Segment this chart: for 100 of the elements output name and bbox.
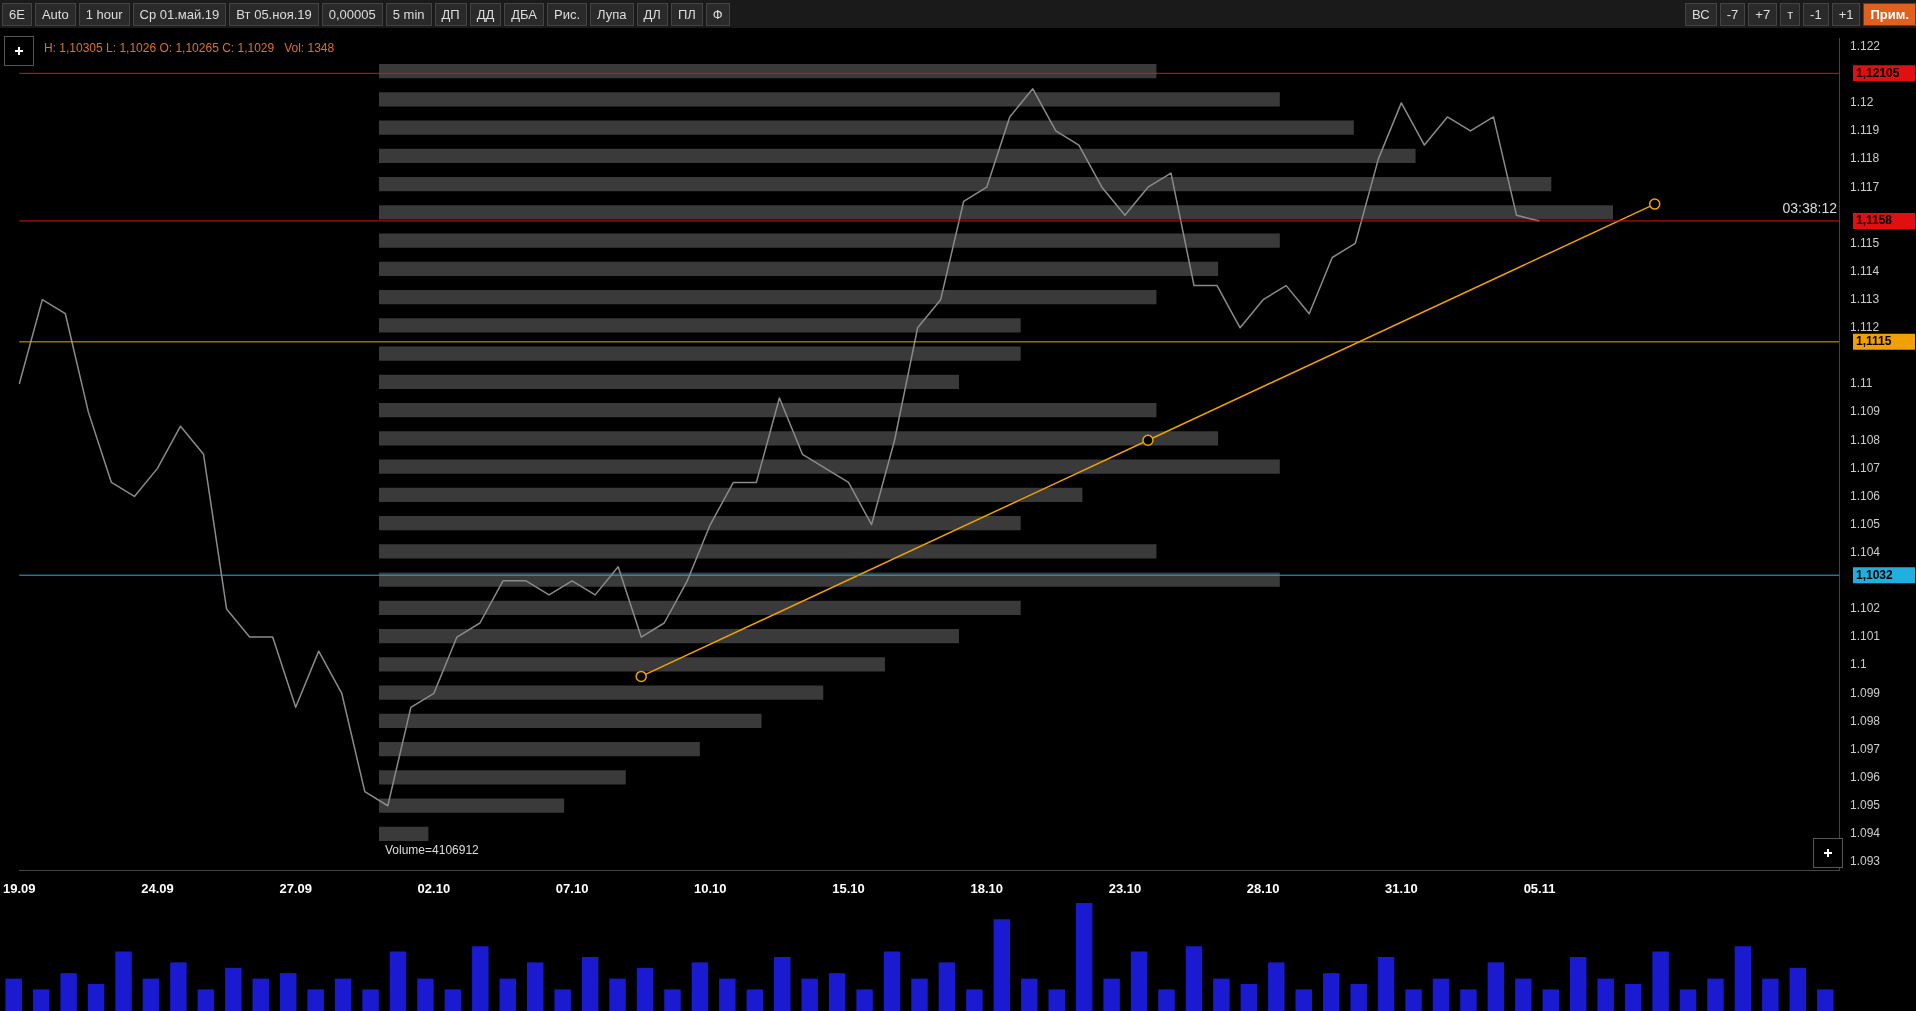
y-tick-label: 1.113 [1850, 291, 1880, 306]
text: ДЛ [636, 2, 668, 26]
annotation: 03:38:12 [1782, 199, 1838, 216]
bar [115, 951, 132, 1011]
text: +7 [1748, 2, 1778, 26]
text: Auto [34, 2, 76, 26]
bar [1158, 989, 1175, 1011]
bar [1240, 984, 1258, 1011]
bar [379, 742, 700, 757]
bar [1405, 989, 1422, 1011]
bar [252, 978, 269, 1011]
bar [60, 973, 77, 1011]
y-tick-label: 1.093 [1850, 854, 1881, 869]
y-tick-label: 1.094 [1850, 826, 1881, 841]
x-tick-label: 31.10 [1385, 880, 1418, 896]
bar [527, 962, 544, 1011]
bar [1185, 946, 1203, 1011]
bar [279, 973, 297, 1011]
bar [379, 205, 1613, 220]
y-tick-label: 1.106 [1850, 488, 1881, 503]
bar [379, 431, 1219, 446]
text: 5 min [385, 2, 432, 26]
bar [691, 962, 709, 1011]
bar [828, 973, 846, 1011]
bar [379, 770, 626, 785]
bar [1322, 973, 1340, 1011]
bar [801, 978, 818, 1011]
bar [379, 685, 824, 700]
bar [389, 951, 407, 1011]
ref-line-label: 1,1115 [1856, 334, 1892, 349]
bar [746, 989, 764, 1011]
text: Ф [705, 2, 730, 26]
bar [379, 177, 1552, 192]
bar [1789, 967, 1807, 1011]
bar [32, 989, 50, 1011]
bar [379, 346, 1021, 361]
y-tick-label: 1.12 [1850, 95, 1874, 110]
text: 6E [2, 2, 32, 26]
bar [719, 978, 736, 1011]
text: -1 [1803, 2, 1829, 26]
bar [379, 544, 1157, 559]
bar [379, 318, 1021, 333]
bar [1570, 957, 1587, 1011]
y-tick-label: 1.101 [1850, 629, 1881, 644]
bar [609, 978, 626, 1011]
x-tick-label: 18.10 [970, 880, 1003, 896]
bar [379, 403, 1157, 418]
x-tick-label: 05.11 [1523, 880, 1556, 896]
y-tick-label: 1.096 [1850, 769, 1881, 784]
y-tick-label: 1.105 [1850, 516, 1881, 531]
bar [444, 989, 462, 1011]
bar [938, 962, 956, 1011]
bar [1130, 951, 1148, 1011]
y-tick-label: 1.119 [1850, 123, 1880, 138]
bar [1103, 978, 1120, 1011]
text: Вт 05.ноя.19 [229, 2, 319, 26]
bar [472, 946, 489, 1011]
bar [379, 798, 565, 813]
bar [379, 629, 959, 644]
bar [379, 290, 1157, 305]
y-tick-label: 1.117 [1850, 179, 1880, 194]
bar [379, 600, 1021, 615]
y-tick-label: 1.1 [1850, 657, 1868, 672]
x-tick-label: 02.10 [417, 880, 451, 896]
y-tick-label: 1.102 [1850, 601, 1881, 616]
bar [636, 967, 654, 1011]
bar [1295, 989, 1312, 1011]
y-tick-label: 1.108 [1850, 432, 1881, 447]
text: 0,00005 [321, 2, 383, 26]
bar [1350, 984, 1367, 1011]
bar [774, 957, 791, 1011]
bar [225, 967, 242, 1011]
point [1142, 434, 1154, 446]
y-tick-label: 1.097 [1850, 741, 1881, 756]
text: Ср 01.май.19 [132, 2, 227, 26]
bar [379, 459, 1280, 474]
bar [379, 572, 1280, 587]
y-tick-label: 1.112 [1850, 320, 1880, 335]
bar [170, 962, 187, 1011]
x-tick-label: 28.10 [1246, 880, 1280, 896]
y-tick-label: 1.107 [1850, 460, 1881, 475]
x-tick-label: 23.10 [1108, 880, 1142, 896]
bar [1377, 957, 1395, 1011]
bar [1460, 989, 1477, 1011]
y-tick-label: 1.122 [1850, 38, 1881, 53]
bar [499, 978, 517, 1011]
y-tick-label: 1.104 [1850, 545, 1881, 560]
bar [379, 64, 1157, 79]
ref-line-label: 1,12105 [1856, 65, 1900, 80]
bar [1268, 962, 1285, 1011]
annotation: H: 1,10305 L: 1,1026 O: 1,10265 C: 1,1029 Vol: 1348 [44, 40, 335, 55]
bar [379, 120, 1354, 135]
y-tick-label: 1.118 [1850, 151, 1880, 166]
bar [1734, 946, 1752, 1011]
text: Прим. [1863, 2, 1916, 26]
bar [1652, 951, 1669, 1011]
bar [379, 657, 885, 672]
x-tick-label: 27.09 [279, 880, 312, 896]
bar [379, 826, 429, 841]
bar [911, 978, 928, 1011]
